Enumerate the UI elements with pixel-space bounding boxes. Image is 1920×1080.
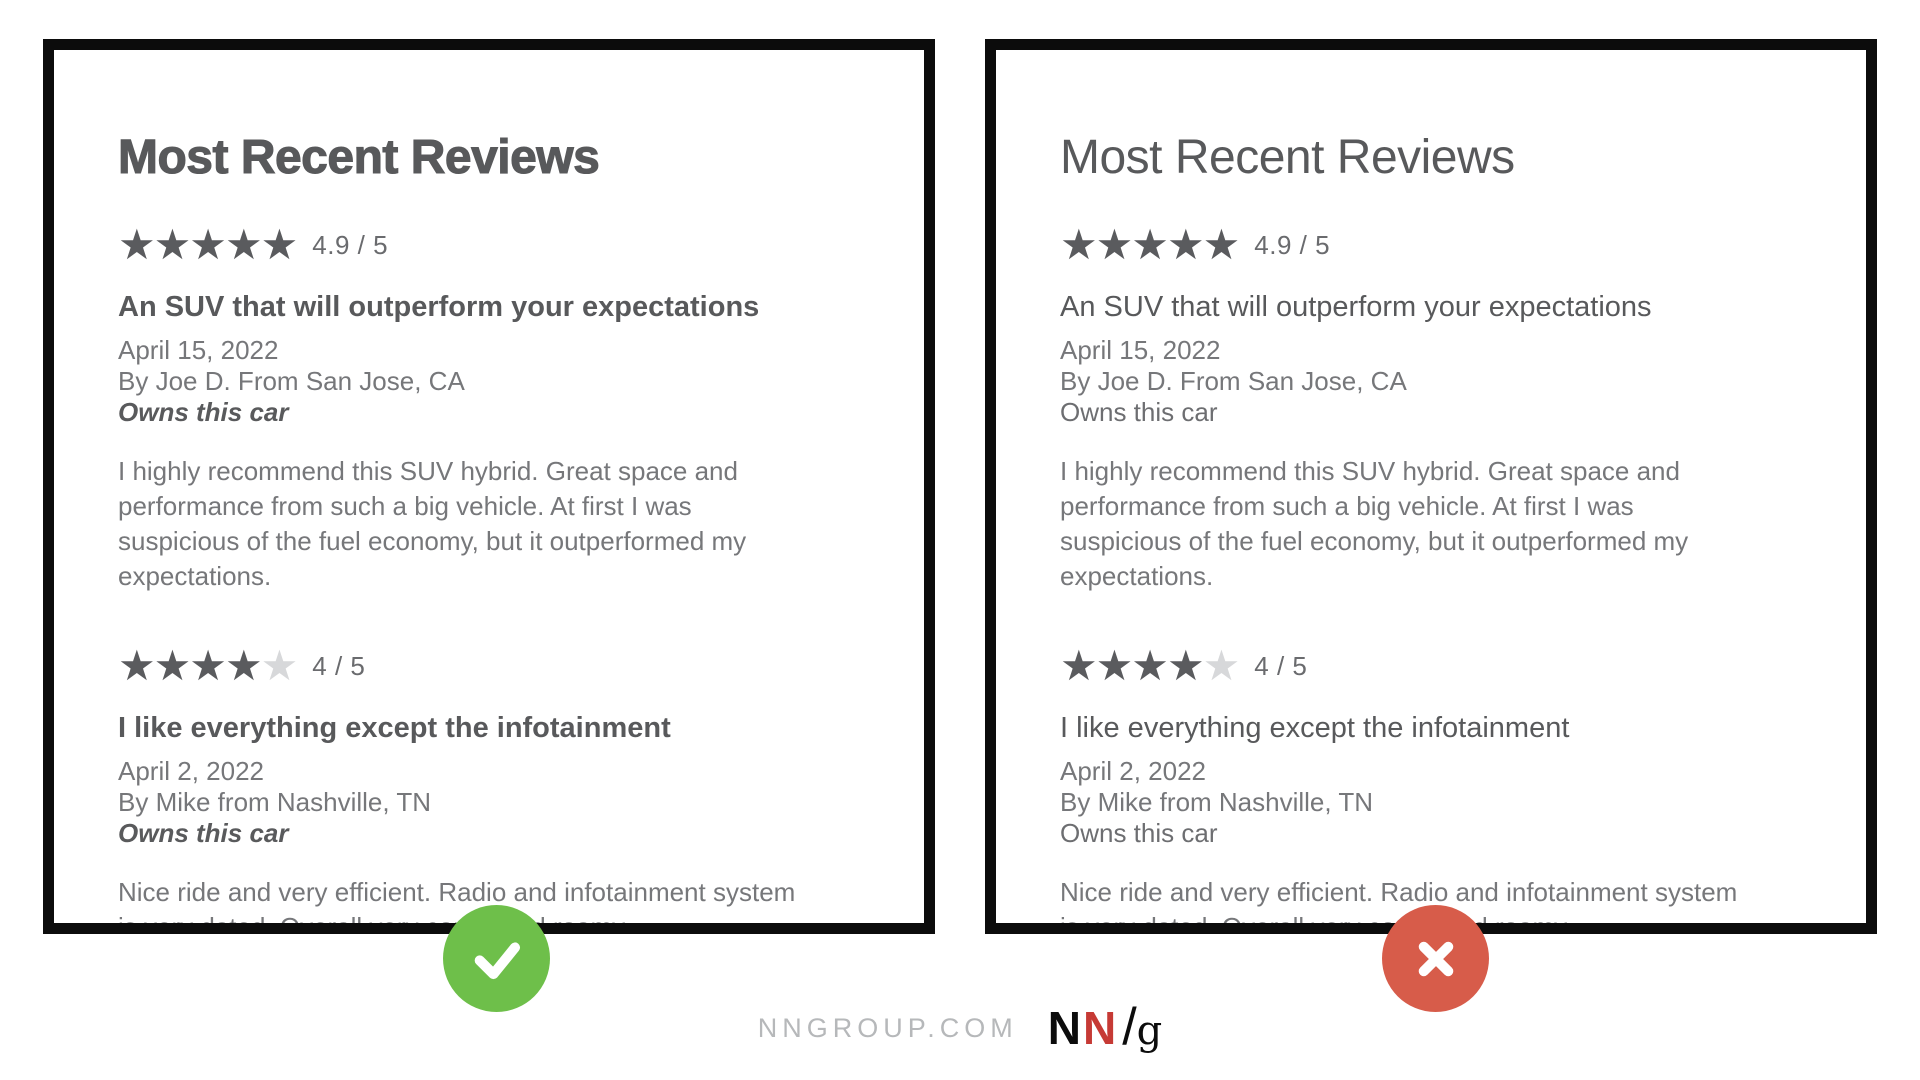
review-byline: By Mike from Nashville, TN (118, 787, 432, 817)
review-item: ★★★★★ 4 / 5 I like everything except the… (118, 645, 818, 934)
star-rating: ★★★★★ 4.9 / 5 (1060, 224, 1760, 266)
star-rating: ★★★★★ 4.9 / 5 (118, 224, 818, 266)
card-content: Most Recent Reviews ★★★★★ 4.9 / 5 An SUV… (1060, 130, 1760, 934)
page-title: Most Recent Reviews (1060, 131, 1515, 184)
review-title: I like everything except the infotainmen… (1060, 712, 1570, 744)
rating-value: 4 / 5 (312, 650, 366, 681)
review-date: April 2, 2022 (118, 756, 264, 786)
logo-slash: / (1122, 998, 1137, 1056)
review-byline: By Mike from Nashville, TN (1060, 787, 1374, 817)
stars-filled: ★★★★ (1060, 641, 1205, 690)
stars-icon: ★★★★★ (118, 224, 298, 266)
nng-logo: N N / g (1047, 998, 1163, 1056)
review-item: ★★★★★ 4.9 / 5 An SUV that will outperfor… (118, 224, 818, 594)
review-meta: April 2, 2022 By Mike from Nashville, TN… (1060, 756, 1760, 849)
stars-icon: ★★★★★ (1060, 224, 1240, 266)
review-date: April 2, 2022 (1060, 756, 1206, 786)
review-body: I highly recommend this SUV hybrid. Grea… (1060, 456, 1689, 591)
review-body: Nice ride and very efficient. Radio and … (1060, 877, 1738, 934)
review-meta: April 2, 2022 By Mike from Nashville, TN… (118, 756, 818, 849)
review-byline: By Joe D. From San Jose, CA (1060, 366, 1407, 396)
stars-filled: ★★★★★ (1060, 220, 1240, 269)
review-meta: April 15, 2022 By Joe D. From San Jose, … (1060, 335, 1760, 428)
review-item: ★★★★★ 4.9 / 5 An SUV that will outperfor… (1060, 224, 1760, 594)
star-rating: ★★★★★ 4 / 5 (1060, 645, 1760, 687)
review-title: An SUV that will outperform your expecta… (118, 291, 760, 323)
logo-letter-n1: N (1047, 1002, 1081, 1054)
stars-icon: ★★★★★ (118, 645, 298, 687)
site-url-label: NNGROUP.COM (757, 1012, 1018, 1043)
logo-letter-g: g (1136, 1008, 1163, 1054)
review-meta: April 15, 2022 By Joe D. From San Jose, … (118, 335, 818, 428)
review-body: Nice ride and very efficient. Radio and … (118, 877, 796, 934)
x-icon (1382, 905, 1489, 1012)
review-card-bad: Most Recent Reviews ★★★★★ 4.9 / 5 An SUV… (985, 39, 1877, 934)
stars-filled: ★★★★★ (118, 220, 298, 269)
checkmark-icon (443, 905, 550, 1012)
review-card-good: Most Recent Reviews ★★★★★ 4.9 / 5 An SUV… (43, 39, 935, 934)
rating-value: 4.9 / 5 (312, 229, 389, 260)
review-date: April 15, 2022 (1060, 335, 1221, 365)
review-date: April 15, 2022 (118, 335, 279, 365)
stars-icon: ★★★★★ (1060, 645, 1240, 687)
ownership-label: Owns this car (118, 818, 289, 848)
stars-filled: ★★★★ (118, 641, 263, 690)
star-rating: ★★★★★ 4 / 5 (118, 645, 818, 687)
rating-value: 4.9 / 5 (1254, 229, 1331, 260)
ownership-label: Owns this car (1060, 818, 1218, 848)
page-title: Most Recent Reviews (117, 130, 600, 184)
rating-value: 4 / 5 (1254, 650, 1308, 681)
footer: NNGROUP.COM N N / g (0, 998, 1920, 1056)
ownership-label: Owns this car (118, 397, 289, 427)
stars-empty: ★ (260, 641, 299, 690)
logo-letter-n2: N (1082, 1002, 1117, 1054)
ownership-label: Owns this car (1060, 397, 1218, 427)
review-byline: By Joe D. From San Jose, CA (118, 366, 465, 396)
review-item: ★★★★★ 4 / 5 I like everything except the… (1060, 645, 1760, 934)
review-body: I highly recommend this SUV hybrid. Grea… (118, 456, 747, 591)
stars-empty: ★ (1202, 641, 1241, 690)
review-title: I like everything except the infotainmen… (118, 712, 671, 744)
review-title: An SUV that will outperform your expecta… (1060, 291, 1652, 323)
card-content: Most Recent Reviews ★★★★★ 4.9 / 5 An SUV… (117, 130, 818, 934)
